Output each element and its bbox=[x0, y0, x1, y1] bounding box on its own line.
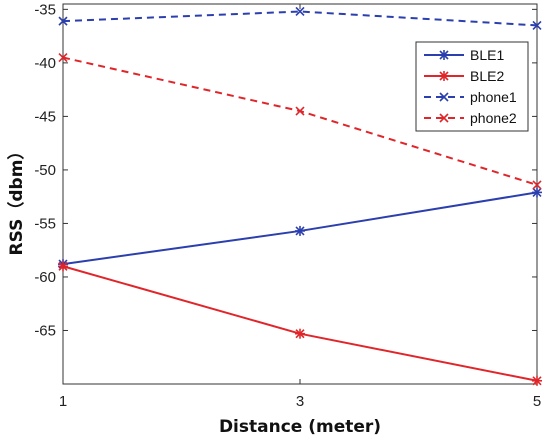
x-axis-label: Distance (meter) bbox=[219, 417, 381, 437]
x-tick-label: 5 bbox=[533, 393, 541, 410]
y-tick-label: -55 bbox=[34, 215, 56, 232]
legend-label: phone1 bbox=[470, 89, 517, 105]
legend: BLE1 BLE2 phone1 phone2 bbox=[415, 41, 529, 132]
axis-ticks: 1 3 5 -35 -40 -45 -50 -55 -60 -65 bbox=[34, 1, 541, 410]
data-point-phone1 bbox=[58, 16, 68, 26]
legend-label: BLE2 bbox=[470, 68, 504, 84]
legend-item-BLE2: BLE2 bbox=[424, 68, 504, 84]
data-point-phone2 bbox=[295, 106, 305, 116]
data-point-phone1 bbox=[532, 20, 542, 30]
series-phone1 bbox=[58, 6, 542, 30]
data-point-BLE2 bbox=[58, 261, 68, 272]
legend-item-BLE1: BLE1 bbox=[424, 47, 504, 63]
y-tick-label: -65 bbox=[34, 322, 56, 339]
legend-label: BLE1 bbox=[470, 47, 504, 63]
y-tick-label: -35 bbox=[34, 1, 56, 18]
y-axis-label: RSS（dbm） bbox=[6, 143, 27, 256]
x-tick-label: 1 bbox=[59, 393, 67, 410]
legend-marker bbox=[439, 50, 449, 60]
data-point-phone1 bbox=[295, 6, 305, 17]
y-tick-label: -50 bbox=[34, 162, 56, 179]
data-point-BLE2 bbox=[295, 328, 305, 339]
x-tick-label: 3 bbox=[296, 393, 304, 410]
legend-label: phone2 bbox=[470, 110, 517, 126]
y-tick-label: -45 bbox=[34, 108, 56, 125]
y-tick-label: -40 bbox=[34, 55, 56, 72]
series-layer bbox=[58, 6, 542, 386]
data-point-phone2 bbox=[532, 180, 542, 190]
series-phone2 bbox=[58, 52, 542, 190]
legend-marker bbox=[439, 113, 449, 123]
legend-marker bbox=[439, 71, 449, 81]
data-point-BLE2 bbox=[532, 375, 542, 386]
legend-marker bbox=[439, 92, 449, 102]
data-point-BLE1 bbox=[295, 225, 305, 236]
legend-item-phone1: phone1 bbox=[424, 89, 517, 105]
data-point-phone2 bbox=[58, 52, 68, 63]
legend-box bbox=[415, 41, 529, 132]
series-BLE2 bbox=[58, 261, 542, 386]
data-point-BLE1 bbox=[532, 187, 542, 198]
legend-item-phone2: phone2 bbox=[424, 110, 517, 126]
y-tick-label: -60 bbox=[34, 269, 56, 286]
